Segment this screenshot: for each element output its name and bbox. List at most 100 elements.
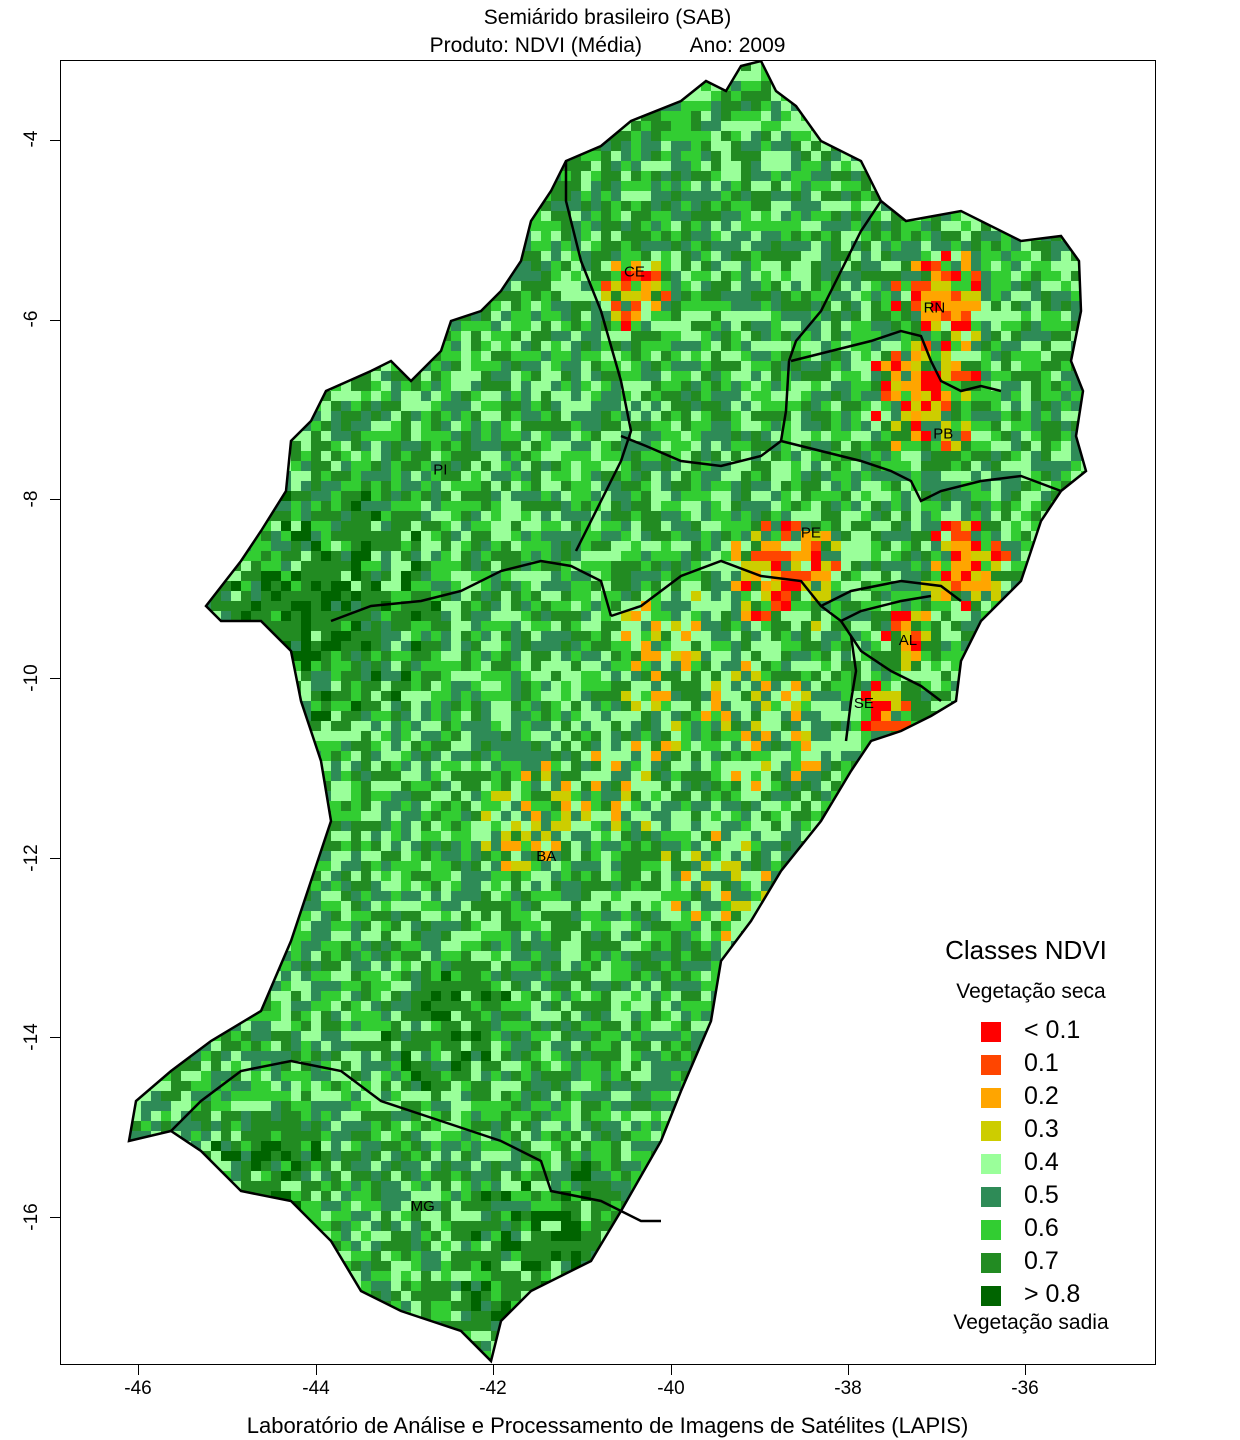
ndvi-cell [1081, 201, 1086, 211]
ndvi-cell [1131, 271, 1141, 281]
ndvi-cell [321, 401, 331, 411]
ndvi-cell [861, 431, 871, 441]
ndvi-cell [591, 181, 601, 191]
ndvi-cell [451, 251, 461, 261]
ndvi-cell [371, 81, 381, 91]
ndvi-cell [1041, 501, 1051, 511]
ndvi-cell [631, 441, 641, 451]
ndvi-cell [261, 81, 271, 91]
ndvi-cell [581, 131, 591, 141]
ndvi-cell [1071, 131, 1081, 141]
ndvi-cell [831, 131, 841, 141]
ndvi-cell [841, 91, 851, 101]
ndvi-cell [531, 461, 541, 471]
ndvi-cell [1131, 121, 1141, 131]
ndvi-cell [291, 181, 301, 191]
ndvi-cell [811, 211, 821, 221]
ndvi-cell [361, 481, 371, 491]
ndvi-cell [971, 231, 981, 241]
ndvi-cell [861, 451, 871, 461]
ndvi-cell [571, 461, 581, 471]
ndvi-cell [171, 271, 181, 281]
ndvi-cell [311, 501, 321, 511]
ndvi-cell [851, 541, 861, 551]
ndvi-cell [191, 201, 201, 211]
ndvi-cell [271, 151, 281, 161]
ndvi-cell [911, 101, 921, 111]
ndvi-cell [841, 461, 851, 471]
ndvi-cell [501, 501, 511, 511]
ndvi-cell [311, 301, 321, 311]
ndvi-cell [741, 231, 751, 241]
ndvi-cell [921, 121, 931, 131]
ndvi-cell [131, 61, 141, 71]
ndvi-cell [1151, 311, 1155, 321]
ndvi-cell [671, 151, 681, 161]
ndvi-cell [881, 181, 891, 191]
ndvi-cell [391, 251, 401, 261]
ndvi-cell [441, 231, 451, 241]
ndvi-cell [61, 461, 71, 471]
ndvi-cell [361, 401, 371, 411]
ndvi-cell [651, 401, 661, 411]
ndvi-cell [671, 141, 681, 151]
ndvi-cell [1101, 151, 1111, 161]
ndvi-cell [541, 391, 551, 401]
ndvi-cell [821, 471, 831, 481]
ndvi-cell [921, 191, 931, 201]
ndvi-cell [531, 451, 541, 461]
ndvi-cell [801, 501, 811, 511]
ndvi-cell [891, 171, 901, 181]
ndvi-cell [1041, 261, 1051, 271]
ndvi-cell [721, 541, 731, 551]
ndvi-cell [921, 491, 931, 501]
ndvi-cell [71, 281, 81, 291]
ndvi-cell [131, 181, 141, 191]
ndvi-cell [781, 231, 791, 241]
ndvi-cell [91, 331, 101, 341]
ndvi-cell [831, 171, 841, 181]
ndvi-cell [661, 351, 671, 361]
ndvi-cell [331, 301, 341, 311]
ndvi-cell [841, 261, 851, 271]
ndvi-cell [511, 231, 521, 241]
ndvi-cell [1091, 371, 1101, 381]
ndvi-cell [681, 341, 691, 351]
ndvi-cell [111, 341, 121, 351]
ndvi-cell [501, 521, 511, 531]
ndvi-cell [291, 361, 301, 371]
ndvi-cell [851, 321, 861, 331]
ndvi-cell [891, 461, 901, 471]
ndvi-cell [651, 261, 661, 271]
ndvi-cell [931, 191, 941, 201]
ndvi-cell [721, 141, 731, 151]
ndvi-cell [841, 171, 851, 181]
ndvi-cell [971, 271, 981, 281]
ndvi-cell [1061, 381, 1071, 391]
ndvi-cell [321, 121, 331, 131]
ndvi-cell [751, 521, 761, 531]
ndvi-cell [1101, 461, 1111, 471]
ndvi-cell [731, 91, 741, 101]
ndvi-cell [1101, 141, 1111, 151]
ndvi-cell [81, 81, 91, 91]
ndvi-cell [321, 191, 331, 201]
ndvi-cell [741, 311, 751, 321]
ndvi-cell [1091, 261, 1101, 271]
ndvi-cell [351, 391, 361, 401]
ndvi-cell [661, 211, 671, 221]
ndvi-cell [211, 321, 221, 331]
ndvi-cell [1051, 451, 1061, 461]
ndvi-cell [971, 471, 981, 481]
ndvi-cell [181, 431, 191, 441]
ndvi-cell [501, 81, 511, 91]
ndvi-cell [141, 381, 151, 391]
ndvi-cell [1151, 211, 1155, 221]
ndvi-cell [611, 301, 621, 311]
ndvi-cell [581, 261, 591, 271]
ndvi-cell [501, 321, 511, 331]
ndvi-cell [261, 181, 271, 191]
ndvi-cell [661, 61, 671, 71]
ndvi-cell [261, 391, 271, 401]
ndvi-cell [861, 401, 871, 411]
